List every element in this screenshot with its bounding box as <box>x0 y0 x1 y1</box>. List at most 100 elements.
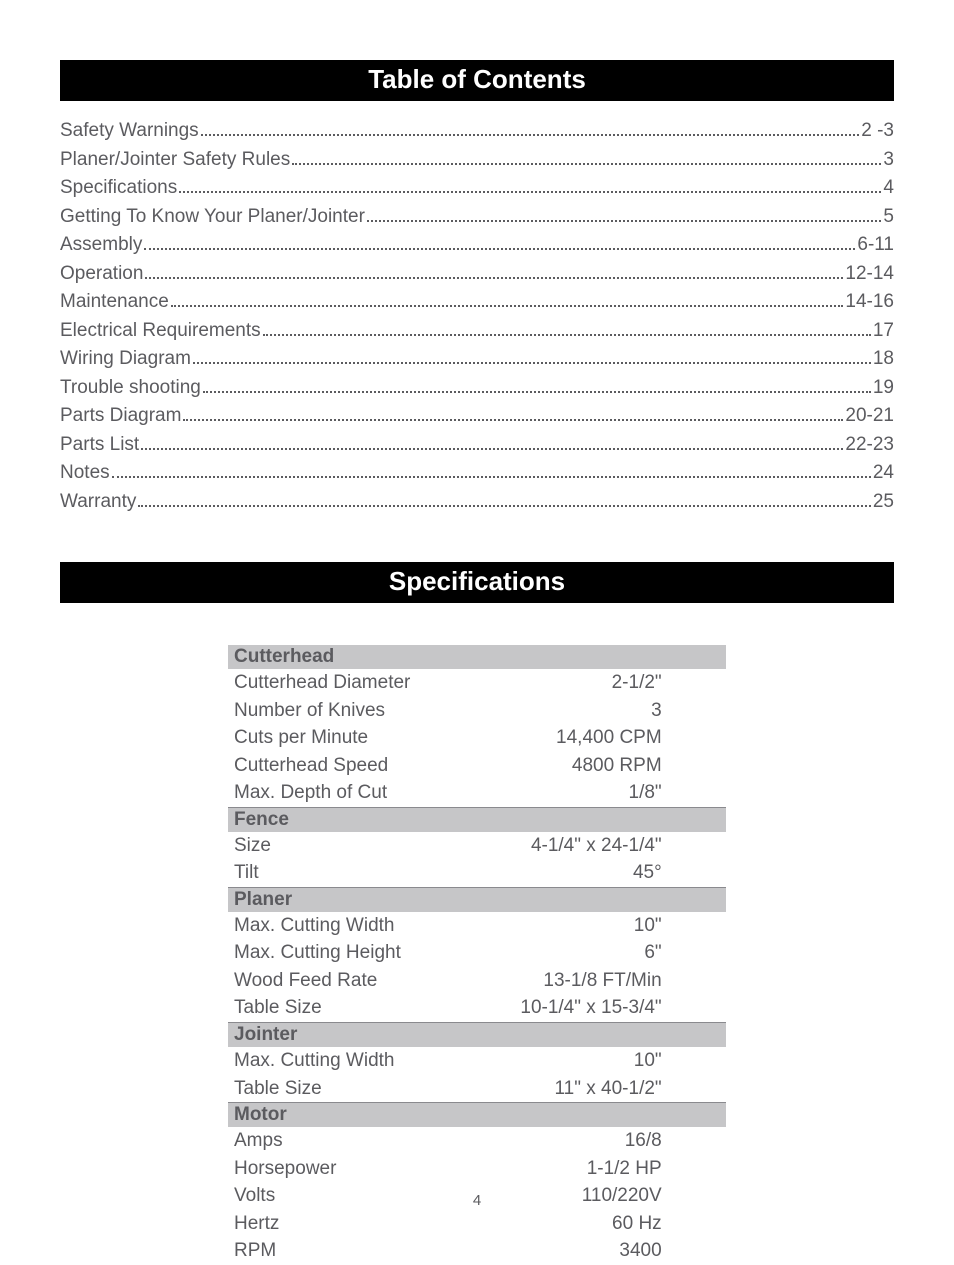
toc-leader-dots <box>171 288 844 307</box>
spec-row: Size4-1/4" x 24-1/4" <box>228 832 726 860</box>
spec-value: 2-1/2" <box>487 669 662 697</box>
toc-row: Electrical Requirements 17 <box>60 317 894 346</box>
toc-label: Maintenance <box>60 288 169 317</box>
spec-row: Wood Feed Rate13-1/8 FT/Min <box>228 967 726 995</box>
toc-label: Planer/Jointer Safety Rules <box>60 146 290 175</box>
spec-row: Cuts per Minute14,400 CPM <box>228 724 726 752</box>
toc-row: Operation 12-14 <box>60 260 894 289</box>
toc-leader-dots <box>183 402 843 421</box>
spec-label: Tilt <box>234 859 487 887</box>
toc-label: Electrical Requirements <box>60 317 261 346</box>
spec-row: Number of Knives3 <box>228 697 726 725</box>
spec-section-header: Cutterhead <box>228 645 726 669</box>
spec-label: Max. Cutting Width <box>234 1047 487 1075</box>
spec-row: RPM3400 <box>228 1237 726 1265</box>
spec-value: 4800 RPM <box>487 752 662 780</box>
spec-label: Table Size <box>234 1075 487 1103</box>
toc-page: 25 <box>873 488 894 517</box>
toc-row: Getting To Know Your Planer/Jointer 5 <box>60 203 894 232</box>
toc-leader-dots <box>201 117 860 136</box>
table-of-contents: Safety Warnings2 -3Planer/Jointer Safety… <box>60 117 894 516</box>
spec-row: Hertz60 Hz <box>228 1210 726 1238</box>
toc-row: Specifications 4 <box>60 174 894 203</box>
spec-label: RPM <box>234 1237 487 1265</box>
spec-value: 3 <box>487 697 662 725</box>
toc-page: 18 <box>873 345 894 374</box>
toc-leader-dots <box>367 203 882 222</box>
toc-leader-dots <box>141 431 843 450</box>
toc-row: Trouble shooting 19 <box>60 374 894 403</box>
toc-row: Maintenance14-16 <box>60 288 894 317</box>
spec-value: 1/8" <box>487 779 662 807</box>
spec-row: Tilt45° <box>228 859 726 888</box>
toc-leader-dots <box>179 174 881 193</box>
spec-row: Max. Cutting Height6" <box>228 939 726 967</box>
spec-row: Table Size11" x 40-1/2" <box>228 1075 726 1104</box>
toc-label: Trouble shooting <box>60 374 201 403</box>
toc-row: Safety Warnings 2 -3 <box>60 117 894 146</box>
toc-row: Notes 24 <box>60 459 894 488</box>
toc-page: 5 <box>883 203 894 232</box>
toc-page: 4 <box>883 174 894 203</box>
toc-leader-dots <box>144 231 855 250</box>
toc-row: Wiring Diagram18 <box>60 345 894 374</box>
toc-page: 20-21 <box>845 402 894 431</box>
toc-label: Safety Warnings <box>60 117 199 146</box>
toc-leader-dots <box>138 488 870 507</box>
spec-row: Cutterhead Speed4800 RPM <box>228 752 726 780</box>
toc-row: Assembly 6-11 <box>60 231 894 260</box>
spec-row: Max. Cutting Width10" <box>228 1047 726 1075</box>
toc-label: Notes <box>60 459 110 488</box>
spec-value: 14,400 CPM <box>487 724 662 752</box>
spec-value: 1-1/2 HP <box>487 1155 662 1183</box>
spec-value: 11" x 40-1/2" <box>487 1075 662 1103</box>
toc-leader-dots <box>292 146 881 165</box>
toc-page: 22-23 <box>845 431 894 460</box>
toc-page: 24 <box>873 459 894 488</box>
spec-section-header: Fence <box>228 808 726 832</box>
toc-page: 2 -3 <box>861 117 894 146</box>
toc-row: Planer/Jointer Safety Rules 3 <box>60 146 894 175</box>
spec-label: Cutterhead Diameter <box>234 669 487 697</box>
toc-row: Warranty 25 <box>60 488 894 517</box>
toc-page: 17 <box>873 317 894 346</box>
page-number: 4 <box>0 1192 954 1209</box>
spec-value: 10" <box>487 1047 662 1075</box>
toc-label: Operation <box>60 260 143 289</box>
spec-label: Horsepower <box>234 1155 487 1183</box>
specifications-heading: Specifications <box>60 562 894 605</box>
toc-leader-dots <box>203 374 871 393</box>
spec-label: Max. Depth of Cut <box>234 779 487 807</box>
toc-heading: Table of Contents <box>60 60 894 103</box>
spec-value: 10-1/4" x 15-3/4" <box>487 994 662 1022</box>
spec-value: 6" <box>487 939 662 967</box>
toc-label: Getting To Know Your Planer/Jointer <box>60 203 365 232</box>
toc-page: 12-14 <box>845 260 894 289</box>
toc-label: Warranty <box>60 488 136 517</box>
toc-leader-dots <box>112 459 871 478</box>
specifications-table: CutterheadCutterhead Diameter2-1/2"Numbe… <box>228 645 726 1265</box>
toc-label: Specifications <box>60 174 177 203</box>
toc-row: Parts Diagram20-21 <box>60 402 894 431</box>
spec-label: Cutterhead Speed <box>234 752 487 780</box>
toc-leader-dots <box>193 345 871 364</box>
toc-page: 3 <box>883 146 894 175</box>
spec-row: Amps16/8 <box>228 1127 726 1155</box>
spec-value: 3400 <box>487 1237 662 1265</box>
spec-value: 60 Hz <box>487 1210 662 1238</box>
spec-value: 16/8 <box>487 1127 662 1155</box>
toc-label: Assembly <box>60 231 142 260</box>
spec-row: Cutterhead Diameter2-1/2" <box>228 669 726 697</box>
spec-row: Max. Depth of Cut1/8" <box>228 779 726 808</box>
toc-leader-dots <box>145 260 843 279</box>
toc-page: 19 <box>873 374 894 403</box>
spec-row: Max. Cutting Width10" <box>228 912 726 940</box>
toc-leader-dots <box>263 317 871 336</box>
toc-row: Parts List22-23 <box>60 431 894 460</box>
spec-label: Size <box>234 832 487 860</box>
spec-value: 4-1/4" x 24-1/4" <box>487 832 662 860</box>
toc-page: 6-11 <box>857 231 894 260</box>
spec-label: Wood Feed Rate <box>234 967 487 995</box>
spec-row: Table Size10-1/4" x 15-3/4" <box>228 994 726 1023</box>
spec-value: 45° <box>487 859 662 887</box>
